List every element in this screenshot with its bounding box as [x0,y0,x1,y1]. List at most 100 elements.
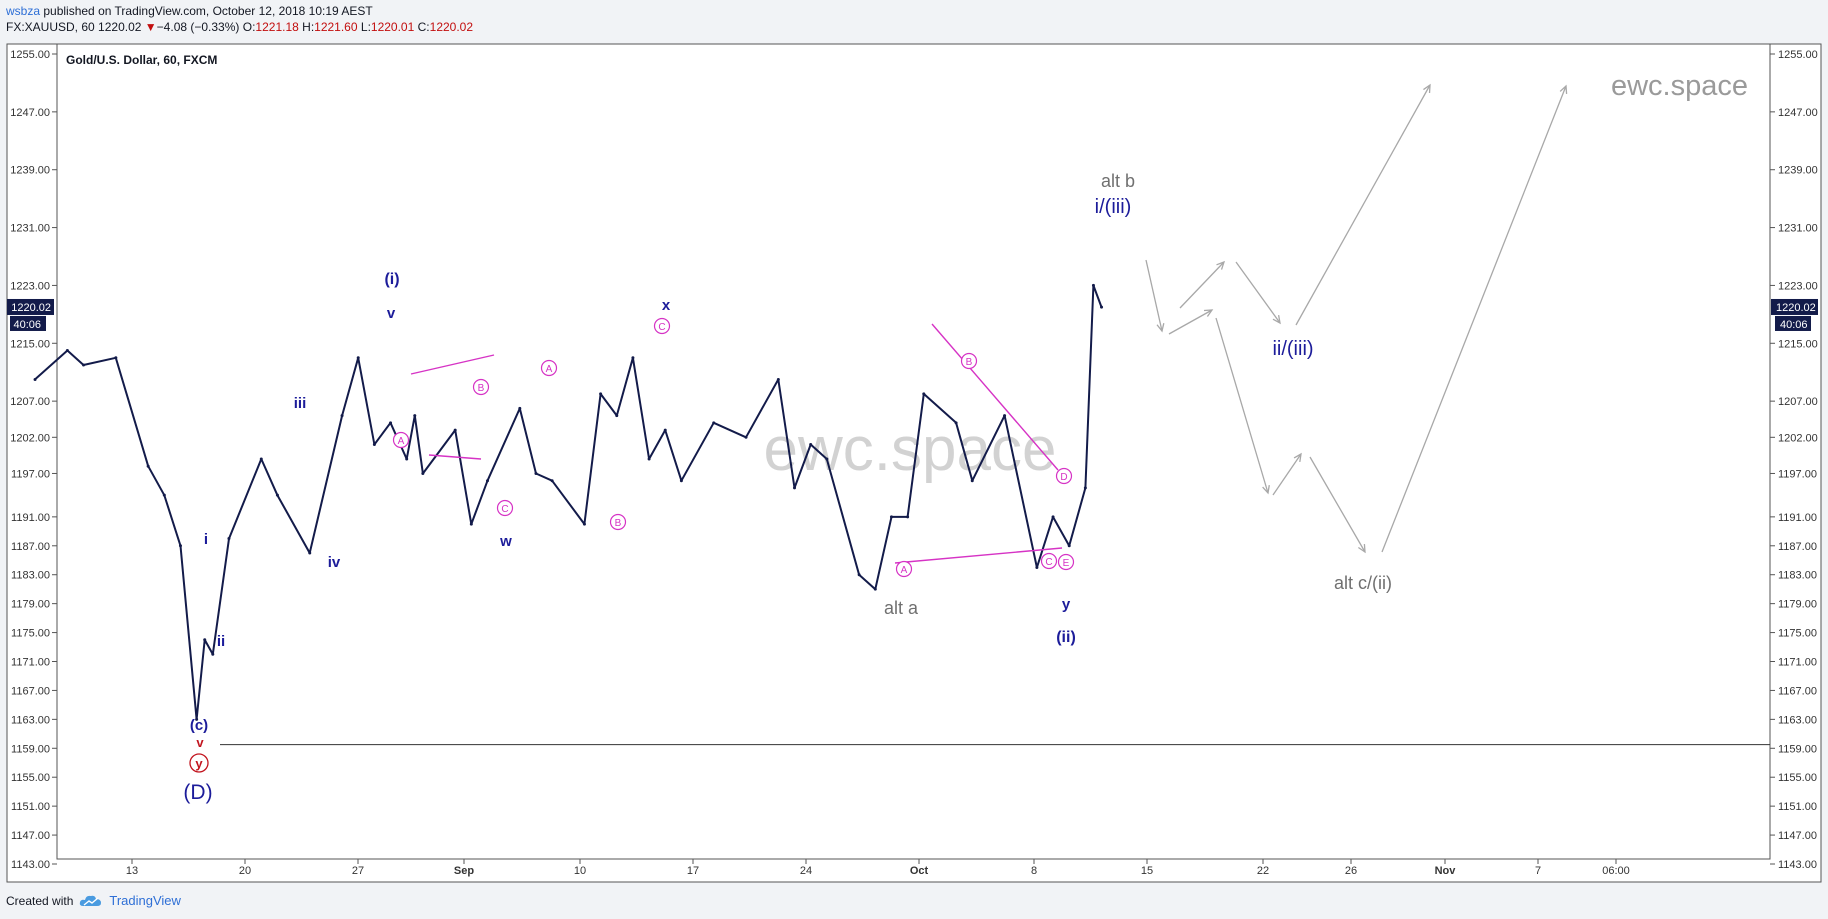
x-tick-label: 06:00 [1602,865,1630,877]
projection-arrow[interactable] [1145,259,1163,332]
y-tick-label: 1151.00 [1778,801,1817,813]
price-point [518,406,522,410]
projection-arrow[interactable] [1381,85,1567,553]
price-point [389,421,393,425]
price-point [485,479,489,483]
wave-label-blue: iv [328,554,341,571]
wave-label-pink-circle [540,359,558,377]
tradingview-link[interactable]: TradingView [109,893,181,908]
y-tick-label: 1247.00 [1778,107,1818,119]
wave-label-pink: C [658,322,665,333]
price-series [34,284,1103,721]
wave-labels: (i)viiiiiiivxwy(ii)(c)(D)i/(iii)ii/(iii)… [183,171,1392,804]
wave-label-blue: (ii) [1056,629,1076,646]
y-tick-label: 1223.00 [10,280,50,292]
y-tick-label: 1197.00 [1778,468,1817,480]
price-point [356,356,360,360]
price-change: −4.08 (−0.33%) [156,20,240,34]
y-axis-right: 1255.00 1247.00 1239.00 1231.00 1223.00 1215.… [1770,49,1818,871]
price-point [582,522,586,526]
projection-arrow[interactable] [1215,317,1269,494]
wave-label-blue: (i) [384,271,399,288]
y-tick-label: 1183.00 [11,570,50,582]
arrowhead [1293,452,1302,463]
wave-label-blue: ii [217,633,225,650]
price-point [1083,486,1087,490]
wave-label-pink: C [501,504,508,515]
price-point [405,457,409,461]
high-label: H: [302,20,315,34]
trend-line-triangle-base[interactable] [894,547,1063,564]
price-point [82,363,86,367]
arrowhead [1156,323,1165,333]
y-tick-label: 1163.00 [11,714,50,726]
price-point [195,717,199,721]
projection-arrow[interactable] [1168,309,1213,335]
trend-line-descending[interactable] [931,323,1059,471]
projection-arrow[interactable] [1272,453,1302,496]
price-point [146,464,150,468]
wave-label-pink-circle [895,560,913,578]
last-price: 1220.02 [98,20,142,34]
plot-area [56,43,1771,860]
projection-arrow[interactable] [1235,261,1281,324]
wave-label-pink-circle [472,378,490,396]
quote-line: FX:XAUUSD, 60 1220.02 ▼−4.08 (−0.33%) O:… [6,19,1822,35]
wave-label-blue: i/(iii) [1095,196,1132,218]
projection-arrow[interactable] [1179,261,1225,309]
y-tick-label: 1155.00 [11,772,50,784]
y-tick-label: 1223.00 [1778,280,1818,292]
x-tick-label: 17 [687,865,699,877]
y-tick-label: 1255.00 [10,49,50,61]
wave-label-alt: alt c/(ii) [1334,573,1392,593]
wave-label-blue: (D) [183,781,212,804]
x-tick-label: 24 [800,865,812,877]
price-point [1100,305,1104,309]
wave-label-blue: x [662,297,671,314]
wave-label-pink-circle [960,352,978,370]
wave-label-pink: B [478,383,485,394]
price-point [631,356,635,360]
wave-label-pink-circle [1055,467,1073,485]
y-tick-label: 1171.00 [11,657,50,669]
low-label: L: [360,20,371,34]
price-points [33,283,1104,721]
price-point [308,551,312,555]
countdown-label: 40:06 [1780,319,1808,331]
wave-label-blue: w [499,533,512,550]
price-point [534,471,538,475]
y-tick-label: 1167.00 [11,685,50,697]
wave-label-alt: alt b [1101,171,1135,191]
price-point [744,435,748,439]
price-point [809,443,813,447]
price-point [203,638,207,642]
y-tick-label: 1167.00 [1778,685,1817,697]
price-point [33,377,37,381]
wave-label-pink: B [615,518,622,529]
y-tick-label: 1159.00 [1778,743,1817,755]
y-tick-label: 1175.00 [11,628,50,640]
price-point [825,457,829,461]
wave-label-red: y [195,756,203,771]
arrowhead [1358,543,1366,554]
countdown-badge [1775,315,1811,331]
y-tick-label: 1207.00 [1778,396,1818,408]
wave-label-blue: v [387,305,396,322]
wave-label-pink-circle [392,431,410,449]
trend-line-lower-left[interactable] [428,454,482,460]
y-tick-label: 1202.00 [10,432,50,444]
current-price-badge [1771,298,1818,315]
wave-label-pink: A [546,364,553,375]
projection-arrow[interactable] [1295,84,1431,326]
projection-arrow[interactable] [1309,456,1366,553]
arrowhead [1216,260,1226,270]
y-tick-label: 1151.00 [11,801,50,813]
tradingview-cloud-icon[interactable] [79,894,103,908]
y-tick-label: 1179.00 [11,599,50,611]
wave-label-pink: A [398,436,405,447]
trend-line-upper-left[interactable] [410,354,495,375]
x-tick-label: Nov [1435,865,1457,877]
author-link[interactable]: wsbza [6,4,41,18]
price-point [453,428,457,432]
